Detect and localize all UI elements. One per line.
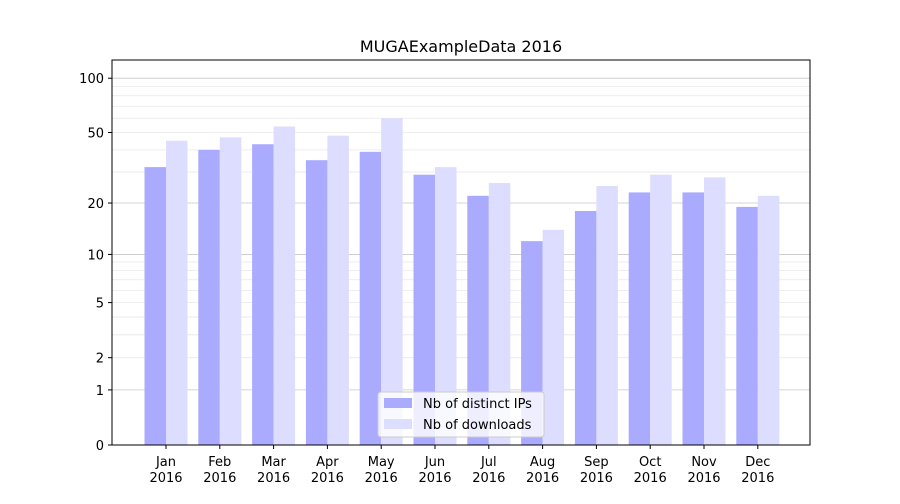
- legend-label: Nb of downloads: [423, 418, 532, 433]
- bar-distinct-ips: [682, 192, 704, 445]
- y-tick-label: 20: [87, 197, 104, 212]
- y-tick-label: 2: [96, 352, 104, 367]
- legend-box: [377, 391, 545, 438]
- y-tick-label: 1: [96, 384, 104, 399]
- y-tick-label: 0: [96, 439, 104, 454]
- x-tick-label: 2016: [257, 471, 290, 486]
- chart-title: MUGAExampleData 2016: [360, 37, 562, 56]
- x-tick-label: Apr: [316, 455, 339, 470]
- x-tick-label: Jan: [155, 455, 176, 470]
- x-tick-label: Mar: [261, 455, 286, 470]
- x-tick-label: 2016: [311, 471, 344, 486]
- x-tick-label: 2016: [472, 471, 505, 486]
- bar-distinct-ips: [198, 149, 220, 445]
- y-tick-label: 10: [87, 248, 104, 263]
- bar-downloads: [219, 137, 242, 446]
- bar-downloads: [757, 195, 780, 445]
- bar-downloads: [166, 140, 188, 445]
- bar-downloads: [273, 126, 296, 446]
- bar-downloads: [650, 174, 672, 445]
- bar-downloads: [435, 167, 457, 445]
- bar-downloads: [327, 135, 349, 445]
- x-tick-label: Jun: [424, 455, 445, 470]
- x-tick-label: 2016: [580, 471, 613, 486]
- legend-swatch: [384, 398, 412, 408]
- bar-distinct-ips: [628, 192, 651, 445]
- x-tick-label: 2016: [687, 471, 720, 486]
- x-tick-label: 2016: [365, 471, 398, 486]
- x-tick-label: Sep: [584, 455, 609, 470]
- x-tick-label: Oct: [639, 455, 661, 470]
- y-tick-label: 5: [96, 297, 104, 312]
- y-tick-label: 50: [87, 127, 104, 142]
- x-tick-label: Nov: [691, 455, 717, 470]
- x-tick-label: Dec: [745, 455, 770, 470]
- bar-distinct-ips: [467, 195, 489, 445]
- x-tick-label: 2016: [741, 471, 774, 486]
- bar-downloads: [596, 186, 618, 445]
- x-tick-label: Aug: [530, 455, 555, 470]
- x-tick-label: 2016: [149, 471, 182, 486]
- x-tick-label: 2016: [634, 471, 667, 486]
- x-tick-label: 2016: [203, 471, 236, 486]
- bar-distinct-ips: [305, 160, 328, 446]
- bar-downloads: [704, 177, 726, 445]
- x-tick-label: 2016: [526, 471, 559, 486]
- x-tick-label: Feb: [208, 455, 231, 470]
- bar-distinct-ips: [144, 167, 166, 445]
- bar-downloads: [381, 118, 403, 445]
- y-tick-label: 100: [79, 72, 104, 87]
- legend-swatch: [384, 419, 412, 429]
- bar-distinct-ips: [252, 144, 274, 445]
- legend-label: Nb of distinct IPs: [423, 397, 532, 412]
- bar-distinct-ips: [413, 174, 435, 445]
- x-tick-label: Jul: [480, 455, 497, 470]
- bar-distinct-ips: [736, 206, 758, 445]
- bar-downloads: [542, 229, 565, 445]
- plot-frame: [111, 59, 811, 446]
- x-tick-label: 2016: [418, 471, 451, 486]
- bar-distinct-ips: [574, 210, 597, 445]
- bar-distinct-ips: [359, 151, 382, 445]
- x-tick-label: May: [368, 455, 395, 470]
- bar-downloads: [488, 183, 511, 445]
